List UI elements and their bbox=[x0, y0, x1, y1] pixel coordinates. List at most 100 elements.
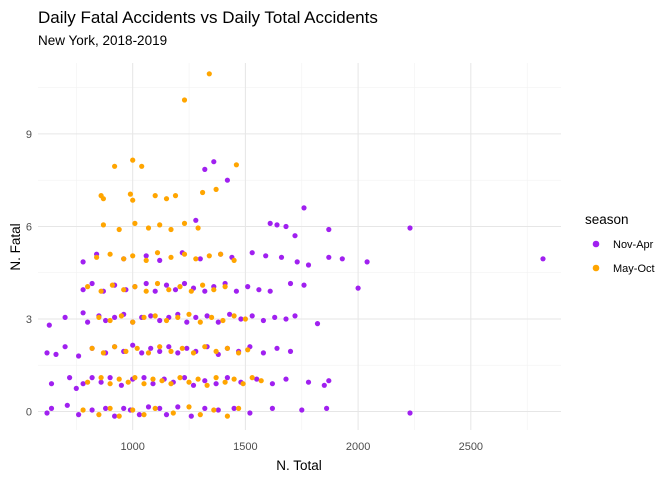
point-may-oct bbox=[112, 163, 118, 169]
grid bbox=[38, 63, 561, 430]
point-nov-apr bbox=[274, 345, 280, 351]
point-nov-apr bbox=[202, 405, 208, 411]
point-nov-apr bbox=[355, 285, 361, 291]
point-may-oct bbox=[200, 282, 206, 288]
point-nov-apr bbox=[85, 319, 91, 325]
point-may-oct bbox=[177, 284, 183, 290]
point-nov-apr bbox=[204, 313, 210, 319]
point-may-oct bbox=[190, 350, 197, 356]
point-may-oct bbox=[206, 253, 212, 259]
point-nov-apr bbox=[139, 350, 145, 356]
point-nov-apr bbox=[278, 254, 285, 260]
point-nov-apr bbox=[364, 259, 370, 265]
point-may-oct bbox=[211, 287, 217, 293]
point-nov-apr bbox=[184, 345, 190, 351]
point-nov-apr bbox=[267, 288, 273, 294]
point-nov-apr bbox=[64, 402, 70, 408]
point-nov-apr bbox=[190, 382, 197, 388]
point-may-oct bbox=[236, 350, 242, 356]
point-may-oct bbox=[107, 381, 113, 387]
point-may-oct bbox=[89, 345, 95, 351]
point-may-oct bbox=[213, 186, 219, 192]
point-may-oct bbox=[166, 287, 172, 293]
point-may-oct bbox=[80, 407, 86, 413]
point-may-oct bbox=[233, 162, 239, 168]
point-nov-apr bbox=[193, 314, 199, 320]
point-nov-apr bbox=[301, 282, 307, 288]
point-may-oct bbox=[152, 313, 158, 319]
point-may-oct bbox=[181, 220, 188, 226]
point-may-oct bbox=[123, 348, 129, 354]
point-nov-apr bbox=[249, 250, 255, 256]
point-nov-apr bbox=[188, 413, 194, 419]
point-may-oct bbox=[200, 189, 206, 196]
point-may-oct bbox=[195, 376, 201, 382]
legend-label-may-oct: May-Oct bbox=[613, 263, 655, 275]
point-may-oct bbox=[132, 375, 138, 381]
point-nov-apr bbox=[245, 284, 251, 290]
point-nov-apr bbox=[181, 375, 188, 381]
point-nov-apr bbox=[407, 410, 413, 416]
point-nov-apr bbox=[62, 344, 68, 350]
point-may-oct bbox=[96, 314, 102, 320]
point-may-oct bbox=[197, 319, 203, 325]
point-may-oct bbox=[125, 379, 131, 385]
point-nov-apr bbox=[256, 287, 262, 293]
point-may-oct bbox=[141, 412, 147, 418]
point-may-oct bbox=[209, 314, 215, 320]
point-nov-apr bbox=[148, 313, 154, 319]
point-may-oct bbox=[175, 314, 181, 320]
point-may-oct bbox=[116, 226, 122, 233]
point-may-oct bbox=[231, 313, 237, 319]
point-may-oct bbox=[107, 405, 113, 411]
y-tick-label: 9 bbox=[26, 129, 32, 141]
point-may-oct bbox=[172, 193, 179, 199]
point-nov-apr bbox=[267, 220, 273, 226]
point-nov-apr bbox=[163, 282, 170, 288]
point-nov-apr bbox=[103, 405, 109, 411]
y-tick-labels: 0 3 6 9 bbox=[26, 129, 32, 419]
point-may-oct bbox=[154, 280, 161, 287]
point-nov-apr bbox=[80, 381, 86, 387]
x-tick-labels: 1000 1500 2000 2500 bbox=[120, 441, 483, 453]
point-may-oct bbox=[141, 314, 147, 320]
point-may-oct bbox=[127, 191, 133, 197]
point-nov-apr bbox=[166, 344, 172, 350]
point-nov-apr bbox=[143, 280, 149, 287]
point-nov-apr bbox=[215, 319, 221, 325]
point-nov-apr bbox=[145, 404, 152, 410]
point-may-oct bbox=[121, 256, 127, 262]
point-nov-apr bbox=[283, 223, 289, 230]
x-axis-title: N. Total bbox=[276, 458, 322, 473]
legend-key-may-oct bbox=[592, 264, 600, 272]
point-nov-apr bbox=[181, 280, 188, 287]
point-nov-apr bbox=[260, 350, 266, 356]
point-may-oct bbox=[195, 225, 201, 231]
point-may-oct bbox=[181, 97, 188, 103]
point-may-oct bbox=[168, 254, 174, 260]
point-nov-apr bbox=[287, 280, 294, 287]
point-nov-apr bbox=[76, 353, 82, 359]
point-may-oct bbox=[112, 344, 118, 350]
point-may-oct bbox=[116, 413, 122, 419]
point-nov-apr bbox=[294, 259, 300, 265]
point-may-oct bbox=[213, 348, 219, 354]
point-may-oct bbox=[100, 350, 106, 356]
point-nov-apr bbox=[202, 288, 208, 294]
point-nov-apr bbox=[44, 350, 50, 356]
point-may-oct bbox=[231, 257, 237, 263]
point-may-oct bbox=[245, 347, 251, 353]
x-tick-label: 1000 bbox=[120, 441, 144, 453]
point-nov-apr bbox=[184, 319, 190, 325]
legend-key-nov-apr bbox=[592, 240, 600, 248]
point-nov-apr bbox=[283, 376, 289, 382]
point-may-oct bbox=[168, 226, 174, 233]
point-may-oct bbox=[145, 350, 152, 356]
point-may-oct bbox=[213, 375, 219, 381]
point-may-oct bbox=[258, 378, 264, 384]
point-nov-apr bbox=[172, 287, 179, 293]
point-nov-apr bbox=[247, 410, 253, 416]
point-nov-apr bbox=[321, 382, 327, 388]
point-nov-apr bbox=[44, 410, 50, 416]
point-may-oct bbox=[168, 348, 174, 354]
